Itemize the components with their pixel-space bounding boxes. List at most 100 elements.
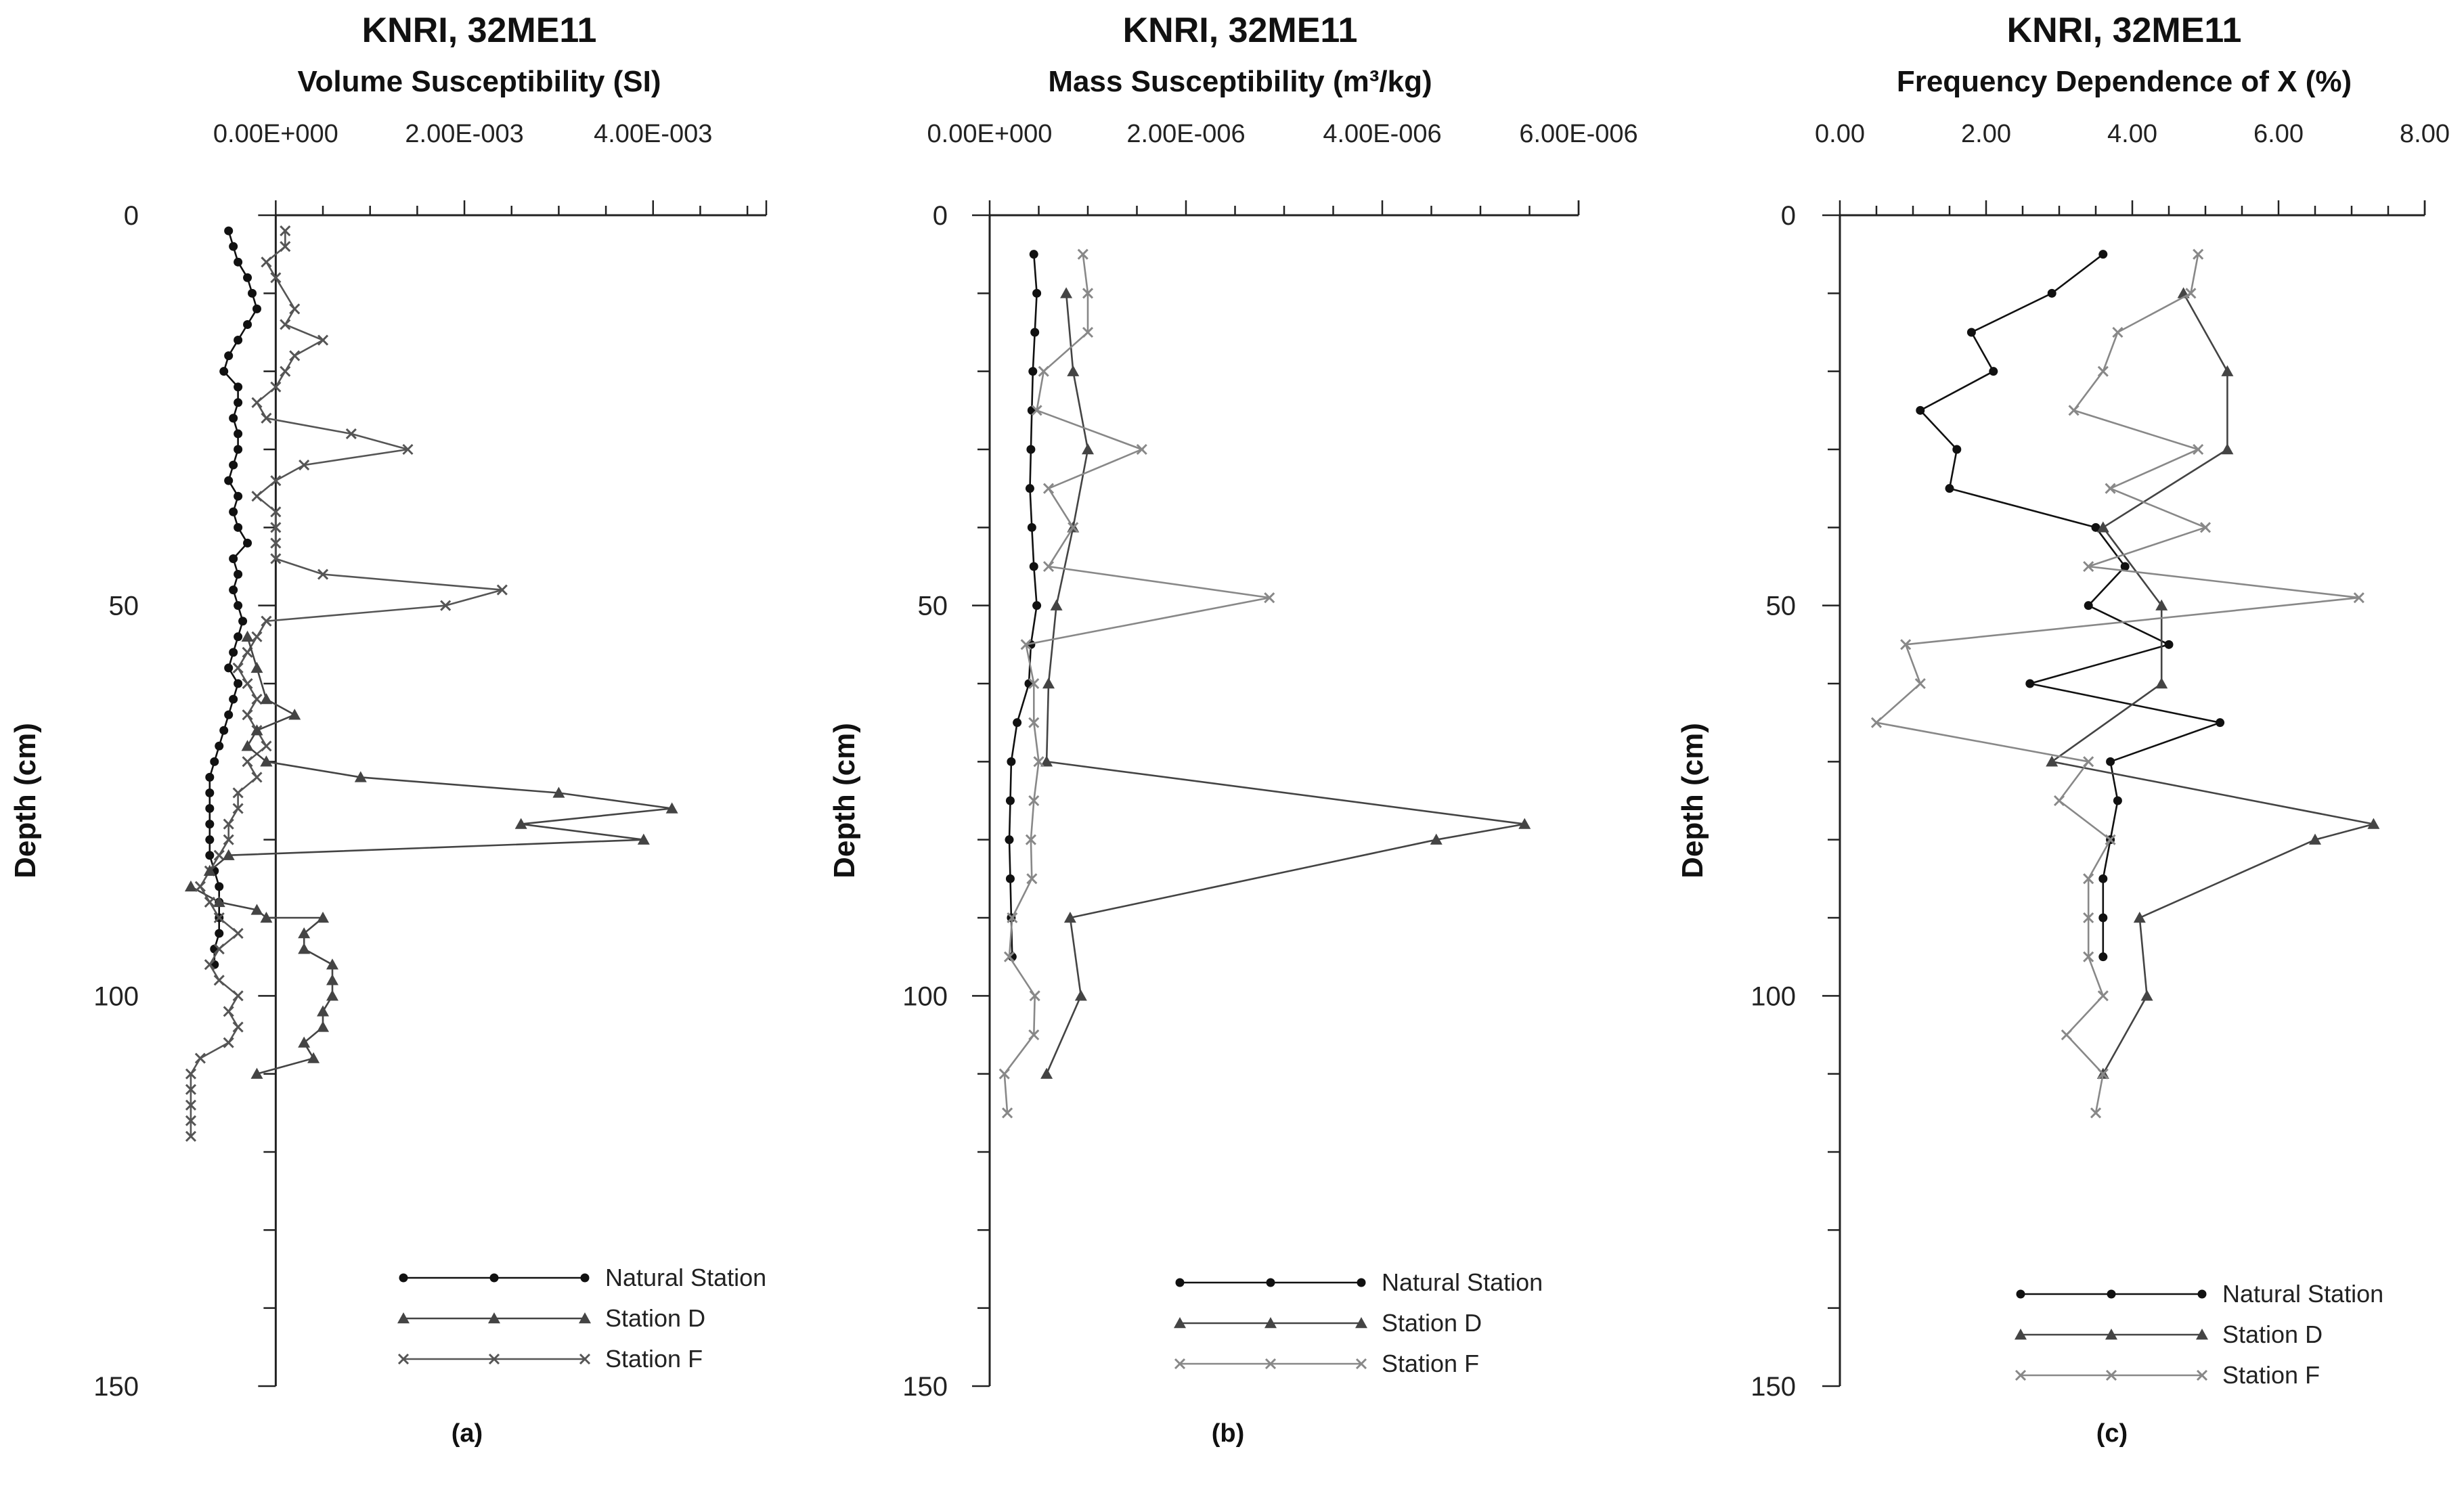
data-point	[2084, 601, 2093, 610]
data-point	[222, 849, 235, 860]
data-point	[1060, 287, 1073, 298]
data-point	[326, 974, 338, 985]
data-point	[250, 724, 263, 736]
data-point	[998, 1068, 1010, 1080]
data-point	[234, 570, 243, 579]
data-point	[250, 904, 263, 915]
y-axis-label: Depth (cm)	[828, 723, 861, 879]
data-point	[1005, 835, 1014, 845]
y-tick-label: 150	[902, 1372, 948, 1402]
data-point	[2068, 405, 2080, 416]
chart-subtitle: Mass Susceptibility (m³/kg)	[1048, 65, 1432, 98]
data-point	[2090, 1107, 2102, 1119]
panel-caption: (c)	[2096, 1419, 2128, 1448]
data-point	[243, 538, 252, 548]
data-point	[234, 491, 243, 501]
legend-marker	[2197, 1289, 2207, 1299]
data-point	[2105, 483, 2116, 494]
data-point	[496, 584, 508, 596]
chart-panel-b: KNRI, 32ME11 Mass Susceptibility (m³/kg) 0…	[828, 11, 1638, 1448]
x-tick-label: 4.00	[2107, 120, 2157, 148]
data-point	[345, 428, 357, 439]
data-point	[298, 927, 311, 939]
chart-title: KNRI, 32ME11	[1123, 11, 1358, 50]
x-tick-label: 2.00E-003	[405, 120, 523, 148]
data-point	[223, 1037, 234, 1048]
data-point	[2106, 757, 2115, 766]
data-point	[243, 319, 252, 329]
data-point	[1029, 250, 1038, 259]
data-point	[250, 661, 263, 673]
data-point	[1029, 990, 1040, 1002]
legend-marker	[399, 1273, 408, 1283]
data-point	[1945, 484, 1954, 493]
legend-marker	[2196, 1369, 2208, 1381]
series-station-f	[1870, 248, 2364, 1119]
data-point	[270, 272, 282, 284]
data-point	[270, 381, 282, 393]
data-point	[2083, 912, 2094, 924]
data-point	[229, 694, 238, 704]
data-point	[234, 382, 243, 392]
legend-item-natural-station: Natural Station	[2016, 1280, 2383, 1308]
series-natural-station	[1005, 250, 1042, 962]
data-point	[205, 772, 215, 782]
data-point	[229, 585, 238, 595]
data-point	[1005, 874, 1015, 883]
data-point	[234, 336, 243, 345]
data-point	[2061, 1029, 2072, 1041]
data-point	[234, 679, 243, 688]
data-point	[223, 1006, 234, 1017]
y-tick-label: 100	[902, 981, 948, 1011]
data-point	[552, 786, 565, 798]
legend-marker	[397, 1353, 410, 1365]
data-point	[1989, 367, 1998, 376]
chart-subtitle: Frequency Dependence of X (%)	[1897, 65, 2352, 98]
data-point	[224, 226, 234, 236]
legend-marker	[1174, 1358, 1186, 1370]
data-point	[1136, 443, 1147, 455]
x-tick-label: 2.00E-006	[1126, 120, 1245, 148]
data-point	[224, 476, 234, 485]
data-point	[280, 241, 291, 252]
series-station-d	[2046, 287, 2380, 1079]
legend-marker	[2016, 1289, 2025, 1299]
x-tick-label: 8.00	[2400, 120, 2450, 148]
data-point	[229, 242, 238, 251]
data-point	[232, 990, 244, 1002]
data-point	[2046, 755, 2059, 767]
legend-item-station-d: Station D	[1174, 1309, 1482, 1337]
legend-marker	[580, 1273, 590, 1283]
data-point	[2083, 873, 2094, 885]
data-point	[251, 491, 263, 502]
legend-label: Natural Station	[2222, 1280, 2383, 1308]
data-point	[1003, 951, 1015, 962]
data-point	[234, 445, 243, 454]
x-tick-label: 0.00E+000	[213, 120, 338, 148]
x-tick-label: 0.00E+000	[927, 120, 1053, 148]
data-point	[1042, 483, 1055, 494]
data-point	[185, 1068, 196, 1080]
data-point	[2083, 951, 2094, 962]
legend-marker	[2107, 1289, 2116, 1299]
data-point	[234, 257, 243, 267]
series-station-d	[184, 880, 338, 1079]
data-point	[234, 429, 243, 439]
data-point	[1031, 405, 1042, 416]
data-point	[241, 740, 254, 751]
legend-label: Station D	[1382, 1309, 1482, 1337]
data-point	[1040, 1067, 1053, 1079]
data-point	[1914, 677, 1926, 690]
x-tick-label: 4.00E-006	[1323, 120, 1441, 148]
data-point	[270, 522, 282, 533]
data-point	[2098, 250, 2108, 259]
data-point	[205, 804, 215, 814]
data-point	[1029, 562, 1038, 571]
data-point	[2025, 679, 2035, 688]
data-point	[317, 912, 330, 923]
data-point	[2353, 592, 2364, 604]
data-point	[637, 833, 650, 845]
data-point	[1042, 560, 1055, 573]
y-tick-label: 50	[1766, 592, 1797, 621]
data-point	[1038, 365, 1049, 377]
